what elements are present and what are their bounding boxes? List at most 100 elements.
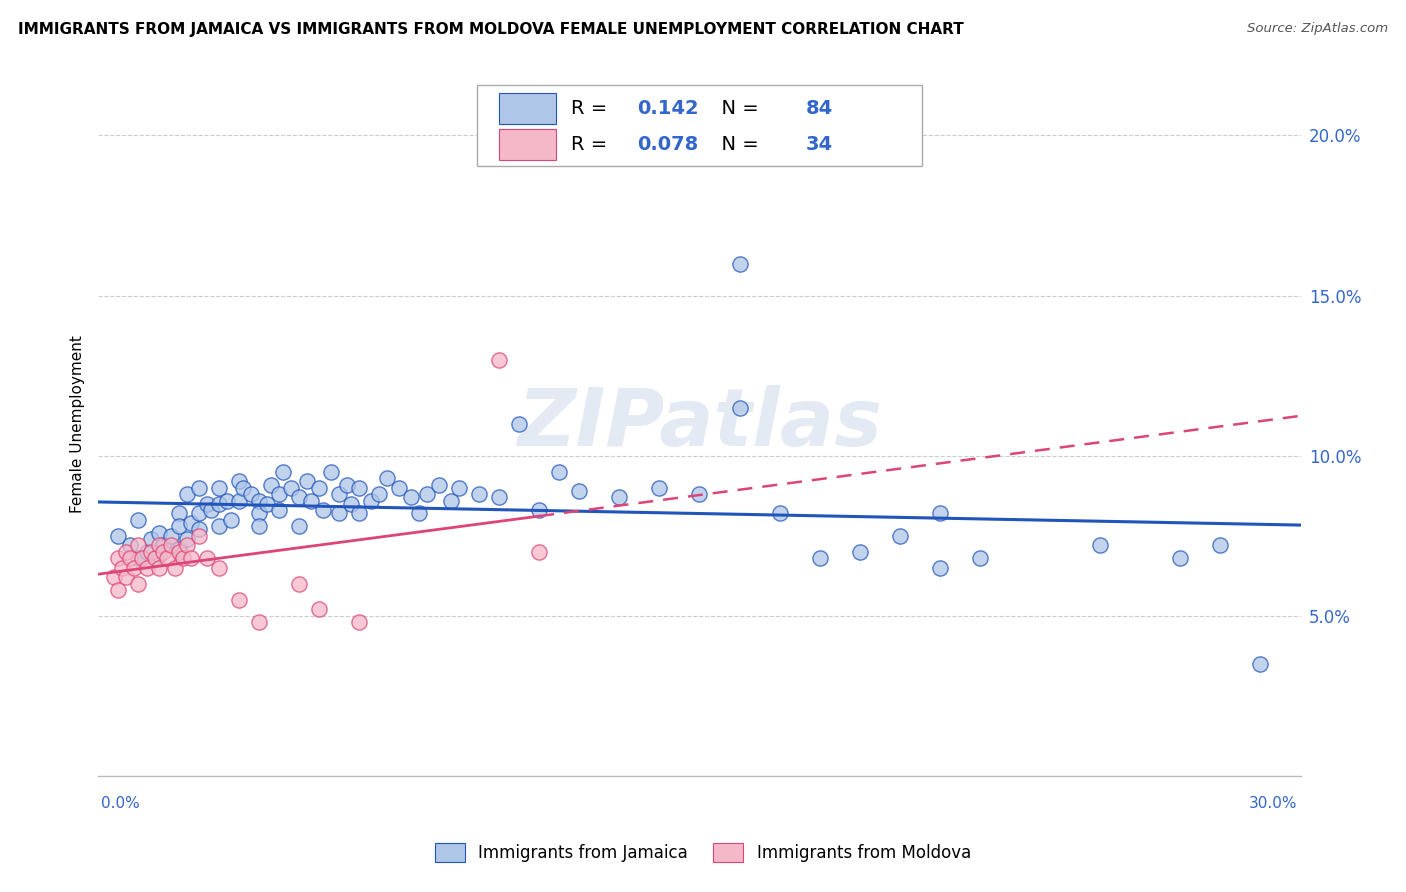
Point — [416, 487, 439, 501]
Point — [1209, 538, 1232, 552]
Point — [167, 519, 190, 533]
Text: 0.0%: 0.0% — [101, 797, 141, 811]
Point — [260, 477, 283, 491]
Point — [808, 551, 831, 566]
Point — [295, 475, 318, 489]
Point — [228, 592, 250, 607]
Point — [228, 475, 250, 489]
Text: N =: N = — [709, 135, 765, 154]
Point — [120, 551, 142, 566]
Point — [187, 481, 209, 495]
Point — [124, 561, 146, 575]
Point — [115, 570, 138, 584]
Point — [609, 491, 631, 505]
Point — [172, 551, 194, 566]
Point — [180, 516, 202, 530]
Point — [111, 561, 134, 575]
Text: 0.142: 0.142 — [637, 99, 699, 118]
Y-axis label: Female Unemployment: Female Unemployment — [69, 334, 84, 513]
Point — [187, 529, 209, 543]
Point — [107, 551, 129, 566]
Point — [529, 545, 551, 559]
Point — [1250, 657, 1272, 671]
Point — [120, 538, 142, 552]
Point — [889, 529, 911, 543]
Point — [247, 519, 270, 533]
Point — [648, 481, 671, 495]
Point — [187, 507, 209, 521]
Point — [148, 561, 170, 575]
Point — [267, 503, 290, 517]
Legend: Immigrants from Jamaica, Immigrants from Moldova: Immigrants from Jamaica, Immigrants from… — [427, 834, 979, 871]
Point — [488, 491, 510, 505]
Point — [148, 548, 170, 562]
Point — [247, 507, 270, 521]
Point — [271, 465, 294, 479]
Point — [447, 481, 470, 495]
Point — [187, 523, 209, 537]
Text: 34: 34 — [806, 135, 832, 154]
Text: N =: N = — [709, 99, 765, 118]
Point — [180, 551, 202, 566]
Point — [200, 503, 222, 517]
Point — [103, 570, 125, 584]
Point — [208, 519, 231, 533]
Point — [215, 493, 238, 508]
Point — [328, 487, 350, 501]
Point — [347, 507, 370, 521]
Point — [388, 481, 411, 495]
Point — [288, 491, 311, 505]
Point — [440, 493, 463, 508]
Point — [247, 493, 270, 508]
Point — [308, 481, 330, 495]
Point — [288, 577, 311, 591]
Point — [299, 493, 322, 508]
Text: 0.078: 0.078 — [637, 135, 699, 154]
Point — [347, 481, 370, 495]
Point — [152, 538, 174, 552]
Point — [176, 532, 198, 546]
Text: 84: 84 — [806, 99, 832, 118]
Point — [768, 507, 790, 521]
Point — [728, 401, 751, 415]
Point — [167, 541, 190, 556]
Point — [288, 519, 311, 533]
Point — [340, 497, 363, 511]
Point — [115, 545, 138, 559]
Point — [228, 493, 250, 508]
Point — [427, 477, 450, 491]
Point — [929, 507, 952, 521]
FancyBboxPatch shape — [499, 129, 557, 161]
Text: 30.0%: 30.0% — [1250, 797, 1298, 811]
Point — [135, 545, 157, 559]
Point — [399, 491, 422, 505]
Point — [208, 497, 231, 511]
Point — [488, 352, 510, 367]
Point — [167, 545, 190, 559]
Point — [280, 481, 302, 495]
Point — [128, 577, 150, 591]
Point — [195, 551, 218, 566]
FancyBboxPatch shape — [477, 86, 922, 167]
Point — [195, 497, 218, 511]
Point — [360, 493, 382, 508]
Point — [969, 551, 991, 566]
Point — [256, 497, 278, 511]
Point — [219, 513, 242, 527]
Point — [176, 538, 198, 552]
Point — [167, 507, 190, 521]
Point — [375, 471, 398, 485]
Point — [135, 561, 157, 575]
Point — [208, 561, 231, 575]
Point — [208, 481, 231, 495]
Point — [312, 503, 335, 517]
FancyBboxPatch shape — [499, 93, 557, 124]
Point — [128, 551, 150, 566]
Text: IMMIGRANTS FROM JAMAICA VS IMMIGRANTS FROM MOLDOVA FEMALE UNEMPLOYMENT CORRELATI: IMMIGRANTS FROM JAMAICA VS IMMIGRANTS FR… — [18, 22, 965, 37]
Point — [728, 256, 751, 270]
Point — [148, 525, 170, 540]
Point — [568, 483, 591, 498]
Point — [548, 465, 571, 479]
Point — [267, 487, 290, 501]
Point — [107, 529, 129, 543]
